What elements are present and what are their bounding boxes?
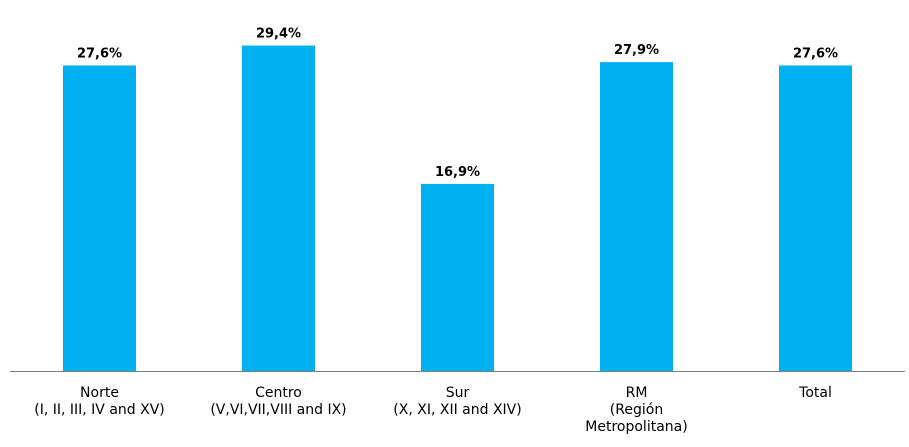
- category-label-0-line-1: (I, II, III, IV and XV): [34, 402, 165, 418]
- category-label-2: Sur (X, XI, XII and XIV): [393, 385, 521, 418]
- value-label-0: 27,6%: [77, 46, 122, 61]
- bar-1: [242, 45, 315, 372]
- bar-4: [779, 65, 852, 371]
- category-label-1-line-1: (V,VI,VII,VIII and IX): [210, 402, 346, 418]
- category-label-2-line-1: (X, XI, XII and XIV): [393, 402, 521, 418]
- category-label-1: Centro (V,VI,VII,VIII and IX): [210, 385, 346, 418]
- category-label-4: Total: [798, 385, 832, 401]
- value-label-2: 16,9%: [435, 165, 480, 180]
- category-label-1-line-0: Centro: [255, 385, 302, 401]
- category-label-2-line-0: Sur: [446, 385, 470, 401]
- category-label-3-line-0: RM: [626, 385, 648, 401]
- bar-2: [421, 183, 494, 371]
- value-label-3: 27,9%: [614, 43, 659, 58]
- value-label-4: 27,6%: [793, 46, 838, 61]
- category-label-3: RM (Región Metropolitana): [585, 385, 687, 435]
- bar-3: [600, 62, 673, 371]
- bar-0: [63, 65, 136, 371]
- value-label-1: 29,4%: [256, 27, 301, 42]
- bars-group: [63, 45, 852, 372]
- category-label-3-line-2: Metropolitana): [585, 419, 687, 435]
- value-labels-group: 27,6% 29,4% 16,9% 27,9% 27,6%: [77, 27, 838, 180]
- category-label-4-line-0: Total: [798, 385, 832, 401]
- category-label-0: Norte (I, II, III, IV and XV): [34, 385, 165, 418]
- category-labels-group: Norte (I, II, III, IV and XV) Centro (V,VI,…: [34, 385, 832, 435]
- category-label-3-line-1: (Región: [610, 402, 663, 418]
- category-label-0-line-0: Norte: [80, 385, 119, 401]
